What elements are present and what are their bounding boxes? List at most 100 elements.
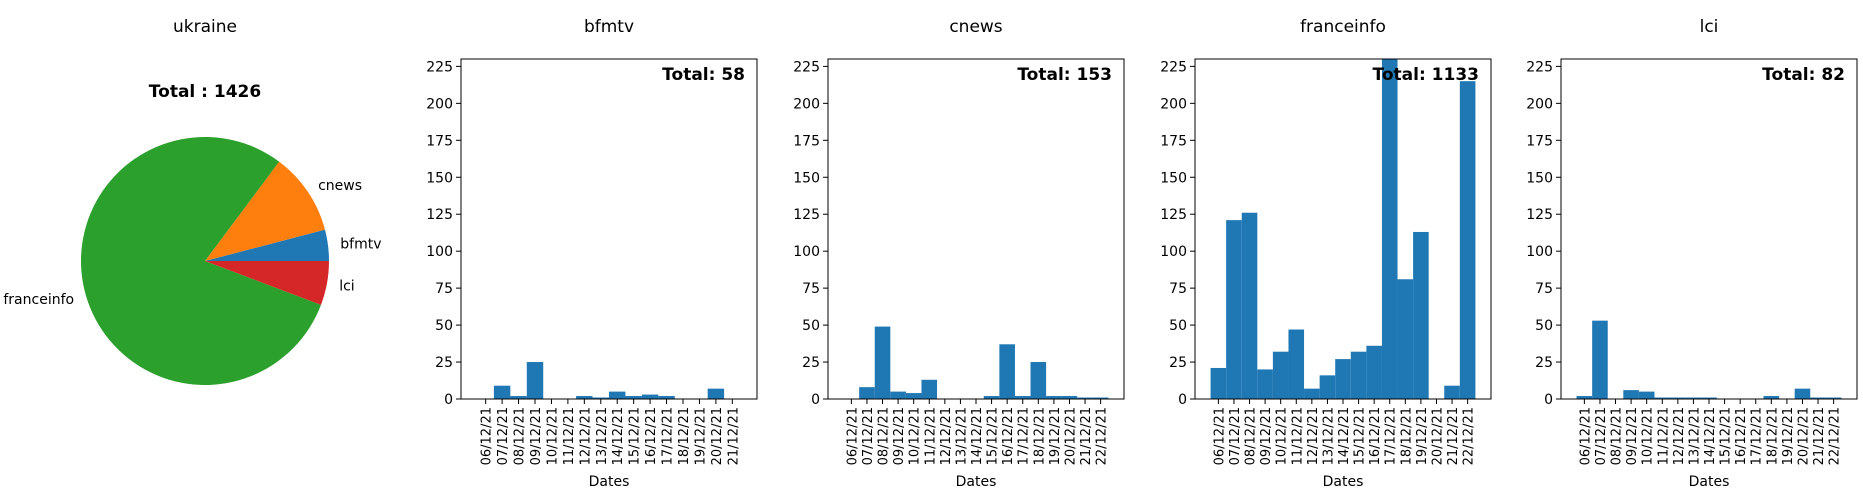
- x-tick-label: 09/12/21: [1625, 407, 1640, 465]
- x-tick-label: 20/12/21: [1797, 407, 1812, 465]
- bar-chart-title: franceinfo: [1300, 17, 1386, 37]
- x-tick-label: 08/12/21: [513, 407, 528, 465]
- x-axis-label: Dates: [1323, 474, 1364, 490]
- x-tick-label: 18/12/21: [1765, 407, 1780, 465]
- pie-label-bfmtv: bfmtv: [340, 237, 381, 253]
- x-tick-label: 17/12/21: [1017, 407, 1032, 465]
- bar-chart-bfmtv: bfmtv 0 25 50 75 100 125 150 175 200 225 06/12/21 07…: [426, 17, 758, 490]
- bar-12/12/21: [1304, 388, 1320, 399]
- x-tick-label: 18/12/21: [1032, 407, 1047, 465]
- x-tick-label: 10/12/21: [908, 407, 923, 465]
- x-tick-label: 21/12/21: [1079, 407, 1094, 465]
- bar-21/12/21: [1077, 397, 1093, 399]
- axes-frame: [827, 58, 1125, 400]
- y-tick-label: 0: [1178, 392, 1187, 408]
- x-tick-label: 07/12/21: [861, 407, 876, 465]
- y-tick-label: 150: [793, 170, 820, 186]
- y-tick-label: 50: [435, 318, 453, 334]
- bar-chart-cnews: cnews 0 25 50 75 100 125 150 175 200 225 06/12/21 07…: [793, 17, 1125, 490]
- bar-08/12/21: [1241, 212, 1258, 399]
- y-tick-label: 150: [426, 170, 453, 186]
- pie-slice-bfmtv: [205, 229, 329, 261]
- pie-slice-cnews: [205, 161, 325, 261]
- x-tick-label: 10/12/21: [1641, 407, 1656, 465]
- pie-chart-title: ukraine: [173, 17, 237, 37]
- y-tick-label: 175: [426, 133, 453, 149]
- bar-20/12/21: [1061, 396, 1078, 399]
- x-axis-label: Dates: [589, 474, 630, 490]
- bar-19/12/21: [1413, 231, 1429, 399]
- bar-16/12/21: [641, 394, 659, 399]
- bar-07/12/21: [1592, 320, 1608, 399]
- bar-06/12/21: [1576, 396, 1593, 399]
- x-tick-label: 22/12/21: [1462, 407, 1477, 465]
- x-tick-label: 15/12/21: [628, 407, 643, 465]
- bar-17/12/21: [1014, 396, 1031, 399]
- bar-14/12/21: [609, 391, 626, 399]
- pie-label-franceinfo: franceinfo: [3, 292, 74, 308]
- x-tick-label: 11/12/21: [1290, 407, 1305, 465]
- bar-19/12/21: [1046, 396, 1062, 399]
- x-tick-label: 15/12/21: [1719, 407, 1734, 465]
- bar-15/12/21: [983, 396, 1000, 399]
- x-tick-label: 13/12/21: [1687, 407, 1702, 465]
- x-tick-label: 08/12/21: [1610, 407, 1625, 465]
- y-tick-label: 0: [1544, 392, 1553, 408]
- x-tick-label: 06/12/21: [845, 407, 860, 465]
- pie-slices: [80, 136, 329, 385]
- bar-08/12/21: [510, 396, 527, 399]
- x-tick-label: 20/12/21: [1064, 407, 1079, 465]
- y-tick-label: 200: [426, 96, 453, 112]
- x-tick-label: 12/12/21: [939, 407, 954, 465]
- bar-22/12/21: [1459, 81, 1476, 400]
- total-label: Total: 82: [1762, 65, 1845, 85]
- bar-22/12/21: [1092, 397, 1109, 399]
- bar-11/12/21: [1288, 329, 1305, 399]
- y-tick-label: 75: [1535, 281, 1553, 297]
- y-tick-label: 200: [1160, 96, 1187, 112]
- y-tick-label: 75: [802, 281, 820, 297]
- bar-chart-title: lci: [1700, 17, 1719, 37]
- y-tick-label: 175: [793, 133, 820, 149]
- x-tick-label: 08/12/21: [877, 407, 892, 465]
- x-tick-label: 16/12/21: [1734, 407, 1749, 465]
- bar-07/12/21: [1226, 220, 1242, 399]
- bar-11/12/21: [1654, 397, 1671, 399]
- bar-09/12/21: [1623, 390, 1639, 399]
- bar-07/12/21: [493, 385, 511, 399]
- y-tick-label: 100: [1160, 244, 1187, 260]
- y-tick-label: 225: [1160, 59, 1187, 75]
- bars: [493, 362, 725, 399]
- x-tick-label: 22/12/21: [1828, 407, 1843, 465]
- x-tick-label: 13/12/21: [1321, 407, 1336, 465]
- y-tick-label: 25: [802, 355, 820, 371]
- x-tick-label: 08/12/21: [1244, 407, 1259, 465]
- bar-11/12/21: [921, 379, 938, 399]
- bar-18/12/21: [1397, 279, 1414, 399]
- x-tick-label: 20/12/21: [1431, 407, 1446, 465]
- pie-slice-franceinfo: [80, 136, 321, 385]
- x-axis: 06/12/21 07/12/21 08/12/21 09/12/21 10/12/21…: [1578, 399, 1843, 465]
- bar-06/12/21: [1210, 367, 1227, 399]
- x-tick-label: 09/12/21: [529, 407, 544, 465]
- x-tick-label: 17/12/21: [1384, 407, 1399, 465]
- bar-13/12/21: [1685, 397, 1702, 399]
- bar-chart-franceinfo: franceinfo 0 25 50 75 100 125 150 175 200 225 06/12…: [1160, 17, 1492, 490]
- y-tick-label: 125: [793, 207, 820, 223]
- y-tick-label: 100: [793, 244, 820, 260]
- x-tick-label: 10/12/21: [545, 407, 560, 465]
- y-tick-label: 0: [811, 392, 820, 408]
- x-tick-label: 21/12/21: [726, 407, 741, 465]
- bar-20/12/21: [707, 388, 725, 399]
- y-tick-label: 50: [1169, 318, 1187, 334]
- x-tick-label: 09/12/21: [892, 407, 907, 465]
- x-tick-label: 19/12/21: [1781, 407, 1796, 465]
- y-tick-label: 125: [426, 207, 453, 223]
- total-label: Total: 153: [1017, 65, 1112, 85]
- y-tick-label: 0: [444, 392, 453, 408]
- x-tick-label: 22/12/21: [1095, 407, 1110, 465]
- y-axis: 0 25 50 75 100 125 150 175 200 225: [1160, 59, 1195, 408]
- bar-17/12/21: [658, 396, 675, 399]
- y-tick-label: 125: [1526, 207, 1553, 223]
